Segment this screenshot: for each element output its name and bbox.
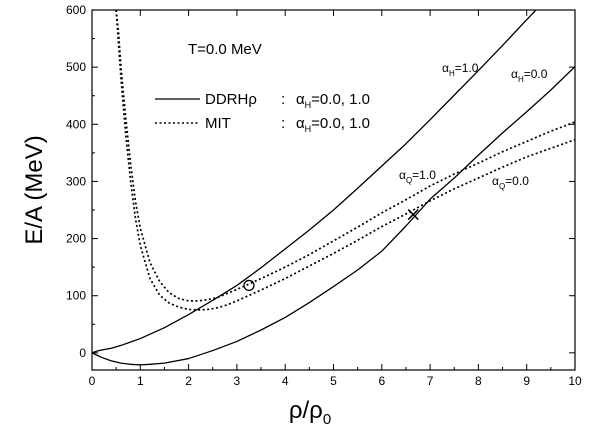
x-axis-title: ρ/ρ0 xyxy=(289,397,331,428)
series-line-4 xyxy=(115,10,575,311)
legend-alpha-mit: αH=0.0, 1.0 xyxy=(296,115,370,134)
y-tick-label: 400 xyxy=(66,117,86,131)
legend-alpha-values: =0.0, 1.0 xyxy=(311,91,370,108)
y-tick-label: 500 xyxy=(66,60,86,74)
curve-label-alphaQ-0: αQ=0.0 xyxy=(492,174,529,191)
x-tick-label: 9 xyxy=(523,374,530,388)
legend-separator-mit: : xyxy=(281,115,285,132)
y-tick-label: 0 xyxy=(79,346,86,360)
series-line-3 xyxy=(115,10,575,302)
x-axis-title-main: ρ/ρ xyxy=(289,397,323,424)
x-tick-label: 1 xyxy=(137,374,144,388)
legend: DDRHρ : αH=0.0, 1.0 MIT : αH=0.0, 1.0 xyxy=(155,91,370,134)
legend-alpha-sub: H xyxy=(305,124,312,134)
legend-alpha-symbol: α xyxy=(296,115,305,132)
y-tick-label: 600 xyxy=(66,3,86,17)
legend-label-mit: MIT xyxy=(205,115,231,132)
x-tick-label: 2 xyxy=(185,374,192,388)
x-tick-label: 6 xyxy=(378,374,385,388)
series-line-1 xyxy=(92,10,537,354)
y-tick-label: 200 xyxy=(66,232,86,246)
x-tick-label: 4 xyxy=(282,374,289,388)
curve-label-alphaH-1: αH=1.0 xyxy=(442,61,479,78)
circle-marker xyxy=(243,279,255,292)
x-tick-label: 0 xyxy=(89,374,96,388)
legend-alpha-symbol: α xyxy=(296,91,305,108)
legend-alpha-values: =0.0, 1.0 xyxy=(311,115,370,132)
y-tick-label: 300 xyxy=(66,174,86,188)
x-tick-label: 8 xyxy=(475,374,482,388)
legend-label-ddrh: DDRHρ xyxy=(205,91,257,108)
y-axis-title: E/A (MeV) xyxy=(21,135,48,244)
legend-alpha-sub: H xyxy=(305,100,312,110)
x-tick-label: 7 xyxy=(427,374,434,388)
legend-alpha-ddrh: αH=0.0, 1.0 xyxy=(296,91,370,110)
x-tick-label: 10 xyxy=(568,374,582,388)
x-tick-label: 5 xyxy=(330,374,337,388)
y-tick-label: 100 xyxy=(66,289,86,303)
curve-label-alphaQ-1: αQ=1.0 xyxy=(399,168,436,185)
cross-marker xyxy=(407,209,419,221)
legend-separator-ddrh: : xyxy=(281,91,285,108)
series-line-2 xyxy=(92,66,575,366)
x-tick-label: 3 xyxy=(234,374,241,388)
x-axis-title-sub: 0 xyxy=(323,411,331,428)
temperature-label: T=0.0 MeV xyxy=(188,41,262,58)
curve-label-alphaH-0: αH=0.0 xyxy=(511,67,548,84)
